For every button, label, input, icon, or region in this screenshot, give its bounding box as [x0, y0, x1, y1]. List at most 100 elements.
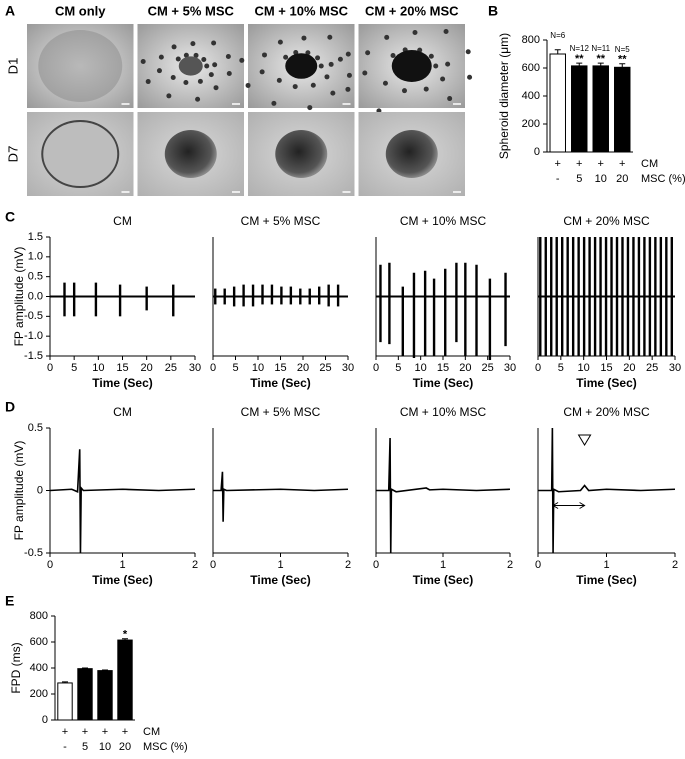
y-tick-label: 0 [534, 146, 540, 158]
interval-arrow [552, 502, 586, 509]
x-axis-label: Time (Sec) [250, 573, 310, 587]
x-tick-label: 10 [92, 362, 104, 374]
cell [259, 69, 265, 75]
x-tick-label: 0 [47, 362, 53, 374]
marker [577, 434, 592, 446]
cell [390, 52, 396, 58]
spheroid [164, 130, 217, 178]
x-tick-label: 30 [504, 362, 516, 374]
category-label: 10 [595, 173, 607, 185]
y-tick-label: -0.5 [24, 547, 43, 559]
cell [190, 41, 196, 47]
error-bar [62, 681, 68, 683]
cell [440, 76, 446, 82]
cell [324, 74, 330, 80]
cell-cluster [391, 50, 432, 82]
y-tick-label: 0 [37, 484, 43, 496]
y-tick-label: -1.5 [24, 350, 43, 362]
y-tick-label: 800 [522, 34, 540, 46]
category-label: + [62, 726, 68, 738]
x-tick-label: 5 [395, 362, 401, 374]
y-tick-label: 800 [30, 610, 48, 622]
column-label: CM + 20% MSC [365, 3, 459, 18]
category-label: + [576, 158, 582, 170]
cell [362, 70, 368, 76]
cell [183, 52, 189, 58]
y-tick-label: -1.0 [24, 330, 43, 342]
y-tick-label: 600 [30, 636, 48, 648]
x-tick-label: 5 [232, 362, 238, 374]
bar [592, 65, 609, 153]
cell [328, 61, 334, 67]
error-bar [554, 49, 561, 54]
panel-label: B [488, 3, 498, 19]
x-tick-label: 30 [342, 362, 354, 374]
error-bar [82, 667, 88, 669]
x-tick-label: 10 [252, 362, 264, 374]
cell [433, 63, 439, 69]
y-tick-label: 400 [30, 662, 48, 674]
cell [171, 44, 177, 50]
cell [345, 51, 351, 57]
cell [467, 74, 473, 80]
x-tick-label: 0 [535, 559, 541, 571]
cell [346, 72, 352, 78]
x-axis-label: Time (Sec) [92, 376, 152, 390]
significance: * [123, 629, 128, 641]
chart-title: CM + 5% MSC [241, 405, 321, 419]
x-tick-label: 1 [277, 559, 283, 571]
x-tick-label: 30 [189, 362, 201, 374]
panel-label: D [5, 399, 15, 415]
cell [283, 54, 289, 60]
y-tick-label: 1.0 [28, 251, 43, 263]
x-axis-label: Time (Sec) [413, 376, 473, 390]
cell-cluster [178, 56, 203, 76]
cell [310, 82, 316, 88]
bar [117, 639, 133, 721]
category-label: - [63, 741, 67, 753]
y-axis-label: Spheroid diameter (μm) [497, 33, 511, 159]
cell [277, 39, 283, 45]
cell-cluster [285, 53, 318, 79]
category-label: + [102, 726, 108, 738]
cell [384, 34, 390, 40]
x-tick-label: 1 [440, 559, 446, 571]
y-tick-label: -0.5 [24, 310, 43, 322]
cell [261, 52, 267, 58]
row-label: MSC (%) [641, 173, 685, 185]
chart-title: CM [113, 214, 132, 228]
x-tick-label: 0 [373, 362, 379, 374]
x-tick-label: 25 [319, 362, 331, 374]
cell [226, 70, 232, 76]
bar [57, 682, 73, 721]
significance: ** [575, 53, 584, 65]
cell [158, 54, 164, 60]
category-label: 20 [616, 173, 628, 185]
row-label: D7 [5, 146, 20, 163]
cell [193, 52, 199, 58]
y-tick-label: 1.5 [28, 231, 43, 243]
significance: ** [618, 54, 627, 66]
y-tick-label: 400 [522, 90, 540, 102]
x-tick-label: 0 [210, 559, 216, 571]
cell [428, 53, 434, 59]
bar [571, 65, 588, 153]
cell [225, 54, 231, 60]
cell [307, 105, 313, 111]
cell [197, 78, 203, 84]
x-tick-label: 10 [415, 362, 427, 374]
n-label: N=5 [615, 45, 630, 54]
cell [445, 61, 451, 67]
cell-cluster [38, 30, 123, 102]
cell [330, 90, 336, 96]
panel-label: C [5, 209, 15, 225]
category-label: 5 [82, 741, 88, 753]
cell [208, 72, 214, 78]
cell [345, 86, 351, 92]
cell [465, 49, 471, 55]
cell [443, 29, 449, 35]
x-tick-label: 15 [116, 362, 128, 374]
n-label: N=11 [591, 44, 610, 53]
y-tick-label: 0.5 [28, 271, 43, 283]
x-axis-label: Time (Sec) [413, 573, 473, 587]
